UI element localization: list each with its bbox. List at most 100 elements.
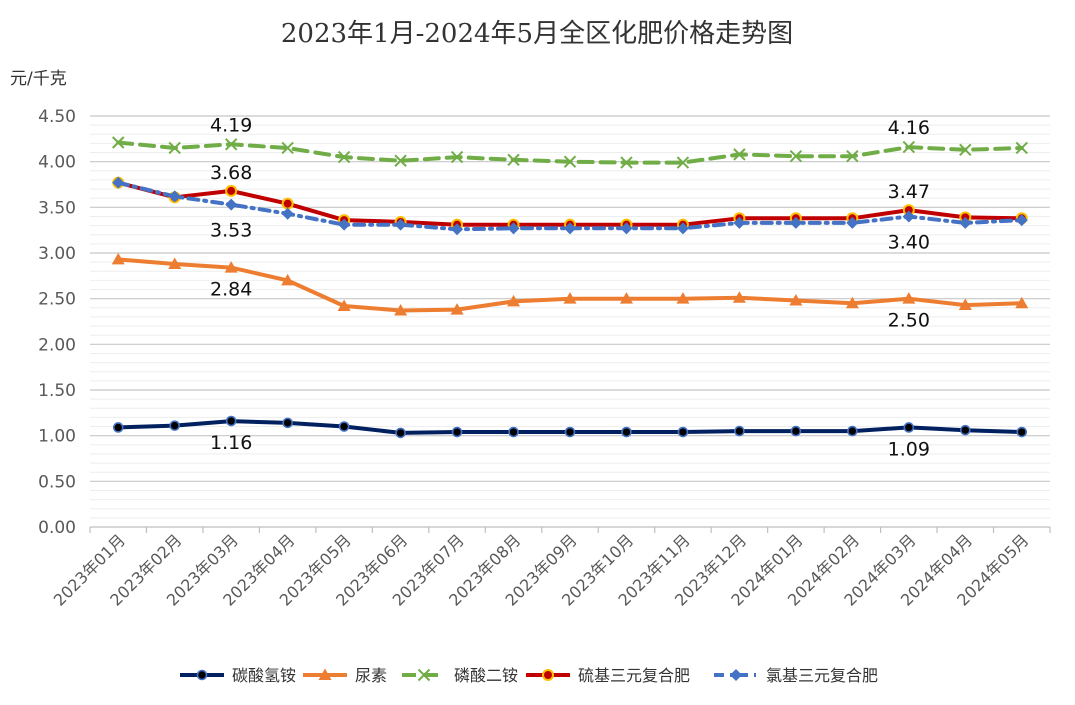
y-axis-unit: 元/千克 xyxy=(10,69,67,89)
data-point xyxy=(789,149,803,163)
data-point xyxy=(395,427,406,439)
data-label: 3.68 xyxy=(210,162,252,184)
data-point xyxy=(847,425,858,437)
data-point xyxy=(225,184,238,197)
data-point xyxy=(790,425,802,437)
data-point xyxy=(846,149,859,163)
data-point xyxy=(451,426,463,438)
data-point xyxy=(563,292,577,304)
data-point xyxy=(620,156,633,169)
y-tick-label: 1.00 xyxy=(38,427,76,447)
legend-item: 磷酸二铵 xyxy=(402,666,518,685)
data-point xyxy=(902,210,915,223)
data-point xyxy=(282,417,293,429)
y-tick-label: 0.50 xyxy=(38,472,76,492)
data-point xyxy=(224,138,238,151)
data-label: 2.84 xyxy=(210,279,252,301)
data-point xyxy=(169,420,181,431)
data-point xyxy=(1015,296,1029,309)
legend-marker xyxy=(318,668,332,680)
data-point xyxy=(451,223,464,236)
data-point xyxy=(676,156,690,169)
data-point xyxy=(450,303,464,315)
data-point xyxy=(619,292,633,304)
data-point xyxy=(281,273,295,286)
legend-marker xyxy=(730,669,742,681)
legend: 碳酸氢铵 尿素 磷酸二铵 硫基三元复合肥 氯基三元复合肥 xyxy=(180,666,878,685)
legend-label: 碳酸氢铵 xyxy=(232,666,296,685)
legend-marker xyxy=(542,669,554,681)
y-axis-ticks: 0.00 0.50 1.00 1.50 2.00 2.50 3.00 3.50 4.00 4.50 xyxy=(38,107,76,538)
y-tick-label: 3.50 xyxy=(38,198,76,218)
data-point xyxy=(168,190,181,203)
y-tick-label: 0.00 xyxy=(38,518,76,538)
data-label: 2.50 xyxy=(888,310,930,332)
data-point xyxy=(734,425,745,437)
data-point xyxy=(225,198,238,211)
data-point xyxy=(733,148,746,161)
data-point xyxy=(563,155,577,168)
legend-item: 碳酸氢铵 xyxy=(180,666,296,685)
data-point xyxy=(676,222,689,235)
legend-item: 氯基三元复合肥 xyxy=(714,666,878,685)
data-point xyxy=(281,197,294,210)
legend-label: 尿素 xyxy=(355,666,387,685)
data-point xyxy=(1015,214,1028,227)
data-point xyxy=(112,176,125,189)
data-point xyxy=(507,294,521,307)
x-axis: 2023年01月2023年02月2023年03月2023年04月2023年05月… xyxy=(50,526,1051,610)
legend-item: 硫基三元复合肥 xyxy=(526,666,690,685)
y-tick-label: 4.00 xyxy=(38,153,76,173)
data-point xyxy=(450,150,464,164)
data-point xyxy=(1016,426,1028,438)
legend-marker xyxy=(417,668,431,682)
data-point xyxy=(789,293,803,306)
data-point xyxy=(337,150,351,164)
data-point xyxy=(338,218,351,231)
data-point xyxy=(903,422,915,433)
data-point xyxy=(394,304,408,316)
data-point xyxy=(168,141,181,155)
y-tick-label: 3.00 xyxy=(38,244,76,264)
data-point xyxy=(621,426,632,438)
chart-title: 2023年1月-2024年5月全区化肥价格走势图 xyxy=(281,19,793,49)
series-2 xyxy=(112,136,1028,169)
data-point xyxy=(337,299,351,311)
data-point xyxy=(111,252,125,265)
data-point xyxy=(112,136,125,149)
data-label: 3.40 xyxy=(888,231,930,253)
data-point xyxy=(676,292,690,304)
data-point xyxy=(845,296,859,309)
data-point xyxy=(959,424,971,436)
data-point xyxy=(225,415,237,427)
series-4 xyxy=(112,176,1028,236)
data-point xyxy=(507,153,520,167)
data-point xyxy=(846,216,859,229)
data-point xyxy=(789,216,802,229)
data-labels: 4.19 3.68 3.53 2.84 1.16 4.16 3.47 3.40 2.50 1.09 xyxy=(210,114,930,460)
data-point xyxy=(1015,141,1028,155)
data-point xyxy=(508,426,519,438)
series-1 xyxy=(111,252,1029,316)
data-point xyxy=(338,421,350,432)
data-point xyxy=(902,140,916,154)
data-point xyxy=(112,422,124,433)
data-point xyxy=(394,154,407,167)
data-point xyxy=(902,292,916,304)
data-point xyxy=(394,218,407,231)
data-point xyxy=(677,426,689,438)
series-0 xyxy=(112,415,1028,439)
data-label: 1.16 xyxy=(210,432,252,454)
data-point xyxy=(959,216,972,229)
data-point xyxy=(564,426,576,438)
y-tick-label: 2.00 xyxy=(38,335,76,355)
data-label: 3.53 xyxy=(210,220,252,242)
data-label: 1.09 xyxy=(888,438,930,460)
data-label: 3.47 xyxy=(888,181,930,203)
data-point xyxy=(281,207,294,220)
data-label: 4.16 xyxy=(888,117,930,139)
y-tick-label: 4.50 xyxy=(38,107,76,127)
legend-item: 尿素 xyxy=(303,666,387,685)
data-point xyxy=(620,222,633,235)
